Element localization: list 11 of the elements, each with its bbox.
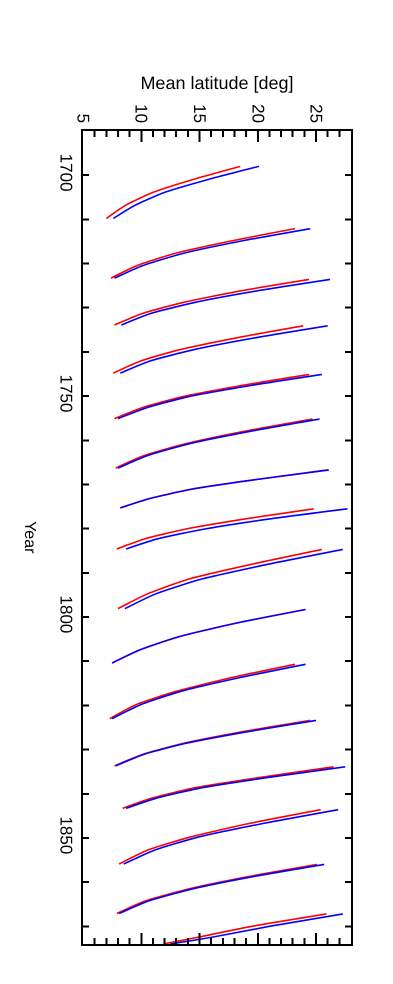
x-tick-label: 25 — [306, 104, 326, 124]
x-tick-label: 5 — [73, 114, 92, 124]
x-axis-title: Mean latitude [deg] — [140, 72, 294, 93]
x-tick-label: 10 — [132, 104, 151, 124]
y-tick-label: 1750 — [56, 374, 76, 412]
y-tick-label: 1700 — [56, 154, 76, 192]
x-tick-label: 15 — [190, 104, 209, 124]
x-tick-label: 20 — [248, 104, 268, 124]
y-tick-label: 1850 — [56, 816, 76, 854]
y-axis-title: Year — [20, 521, 38, 554]
y-tick-label: 1800 — [56, 596, 76, 634]
